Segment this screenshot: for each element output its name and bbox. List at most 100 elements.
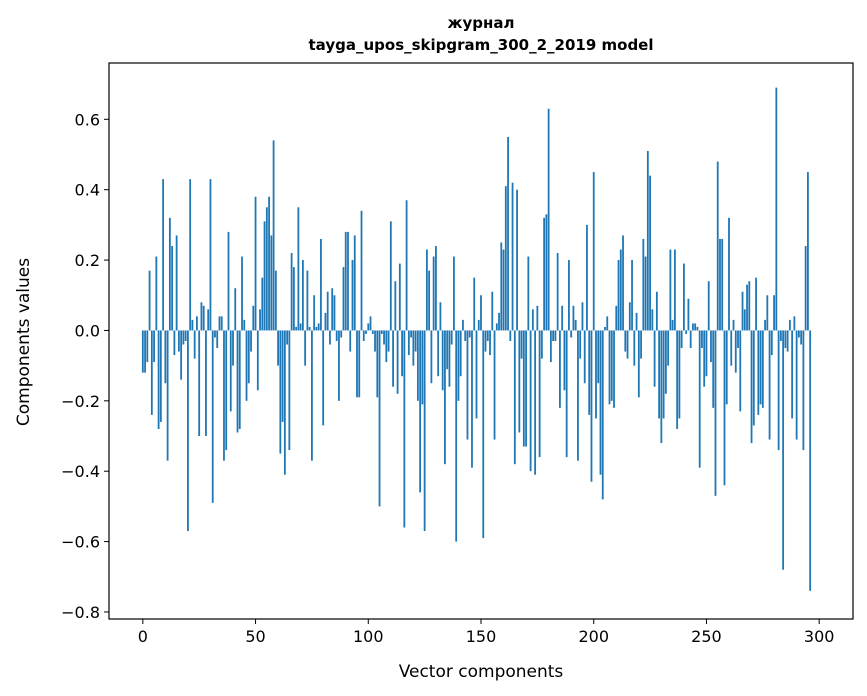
bar-134 xyxy=(444,330,446,465)
bar-227 xyxy=(653,330,656,387)
bar-217 xyxy=(631,260,633,331)
bar-108 xyxy=(385,330,388,363)
bar-102 xyxy=(371,330,374,334)
bar-136 xyxy=(448,330,451,387)
bar-97 xyxy=(360,210,363,331)
bar-6 xyxy=(155,256,158,331)
bar-96 xyxy=(358,330,361,398)
bar-214 xyxy=(624,330,627,352)
bar-282 xyxy=(777,330,780,451)
bar-181 xyxy=(549,330,552,363)
bar-104 xyxy=(376,330,379,398)
bar-133 xyxy=(441,330,444,391)
bar-83 xyxy=(329,330,331,345)
bar-29 xyxy=(207,309,210,331)
bar-81 xyxy=(324,312,327,331)
bar-163 xyxy=(509,330,512,341)
bar-87 xyxy=(338,330,340,401)
bar-124 xyxy=(421,330,424,405)
bar-126 xyxy=(425,249,428,331)
bar-0 xyxy=(141,330,144,373)
bar-168 xyxy=(520,330,523,359)
bar-42 xyxy=(236,330,239,433)
bar-279 xyxy=(770,330,773,356)
bar-229 xyxy=(658,330,661,419)
bar-156 xyxy=(493,330,496,440)
bar-267 xyxy=(743,309,746,331)
bar-15 xyxy=(175,235,178,331)
bar-228 xyxy=(655,291,658,331)
bar-23 xyxy=(193,330,196,359)
bar-238 xyxy=(678,330,681,419)
bar-167 xyxy=(518,330,521,433)
bar-34 xyxy=(218,316,221,331)
bar-288 xyxy=(791,330,794,419)
bar-78 xyxy=(317,323,320,331)
bar-35 xyxy=(220,316,223,331)
bar-50 xyxy=(254,196,257,331)
bar-208 xyxy=(610,330,613,401)
bar-275 xyxy=(761,330,764,408)
bar-151 xyxy=(482,330,485,539)
bar-142 xyxy=(462,319,464,331)
bar-170 xyxy=(525,330,527,447)
bar-63 xyxy=(283,330,286,475)
bar-149 xyxy=(477,319,480,331)
bar-235 xyxy=(671,319,674,331)
bar-286 xyxy=(786,330,789,352)
bar-27 xyxy=(202,305,205,331)
x-tick-label: 100 xyxy=(353,627,384,646)
bar-147 xyxy=(473,277,476,331)
bar-98 xyxy=(362,330,365,341)
bar-273 xyxy=(757,330,760,415)
bar-144 xyxy=(466,330,469,440)
bar-46 xyxy=(245,330,248,401)
bar-74 xyxy=(308,326,311,331)
bar-56 xyxy=(268,196,270,331)
bar-1 xyxy=(144,330,146,373)
bar-43 xyxy=(238,330,241,429)
bar-117 xyxy=(405,200,408,331)
bar-250 xyxy=(705,330,708,377)
bar-212 xyxy=(619,249,622,331)
bar-32 xyxy=(214,330,216,338)
chart-subtitle: tayga_upos_skipgram_300_2_2019 model xyxy=(309,36,654,54)
bar-118 xyxy=(407,330,410,356)
bar-72 xyxy=(304,330,307,366)
bar-127 xyxy=(428,270,431,331)
bar-128 xyxy=(430,330,433,384)
y-axis-label: Components values xyxy=(14,258,34,426)
bar-186 xyxy=(561,305,564,331)
bar-291 xyxy=(797,330,800,338)
bar-103 xyxy=(374,330,376,352)
bar-135 xyxy=(446,330,449,370)
bar-215 xyxy=(626,330,629,359)
bar-218 xyxy=(633,330,636,366)
bar-109 xyxy=(387,330,390,352)
bar-171 xyxy=(527,256,530,331)
bar-203 xyxy=(599,330,602,475)
bar-190 xyxy=(570,330,573,338)
bar-4 xyxy=(150,330,153,415)
bar-110 xyxy=(389,221,392,331)
bar-216 xyxy=(628,302,631,331)
bar-266 xyxy=(741,291,744,331)
bar-12 xyxy=(168,217,171,331)
bar-255 xyxy=(716,161,719,331)
y-tick-label: 0.0 xyxy=(75,321,100,340)
bar-77 xyxy=(315,326,318,331)
bar-179 xyxy=(545,214,548,331)
bar-252 xyxy=(710,330,712,363)
bar-200 xyxy=(592,172,595,331)
bar-114 xyxy=(398,263,401,331)
bar-5 xyxy=(153,330,155,363)
bar-237 xyxy=(676,330,679,429)
bar-169 xyxy=(522,330,525,447)
bar-70 xyxy=(299,323,302,331)
bar-31 xyxy=(211,330,214,503)
bar-154 xyxy=(489,330,491,356)
bar-7 xyxy=(157,330,160,429)
bar-165 xyxy=(513,330,516,465)
bar-55 xyxy=(265,207,268,331)
bar-101 xyxy=(369,316,372,331)
